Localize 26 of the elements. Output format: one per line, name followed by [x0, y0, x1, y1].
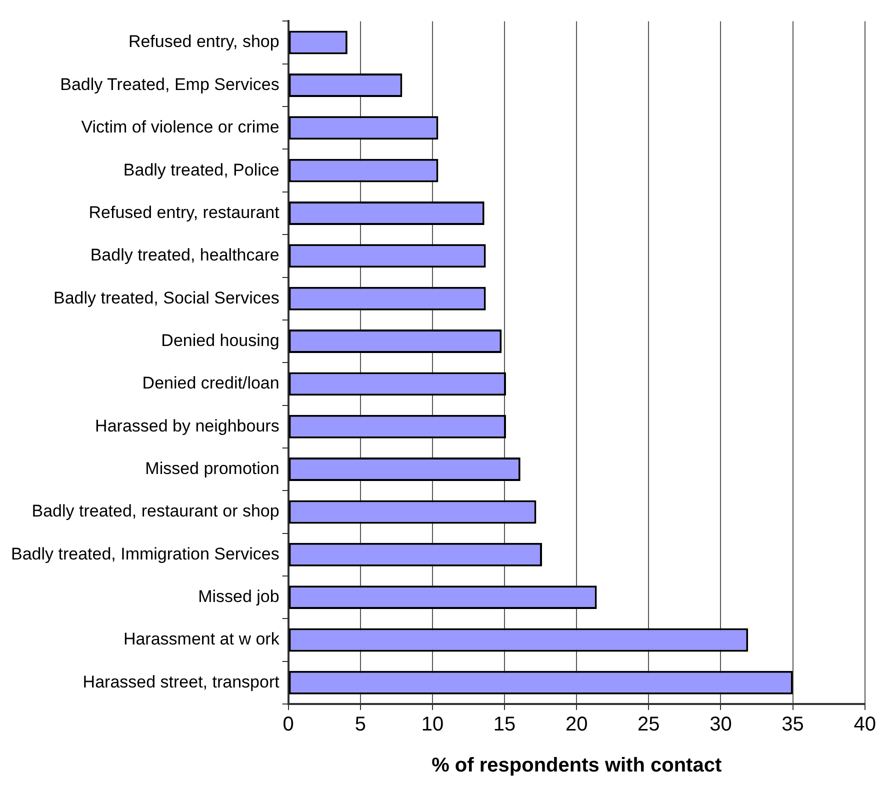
- y-tick-label: Denied credit/loan: [142, 374, 280, 393]
- y-tick-label: Missed job: [198, 587, 280, 606]
- y-tick-label: Refused entry, restaurant: [88, 202, 280, 222]
- y-tick-label: Badly Treated, Emp Services: [60, 74, 280, 94]
- x-tick-label: 0: [282, 714, 294, 736]
- x-tick-label: 25: [638, 714, 660, 736]
- y-tick-label: Victim of violence or crime: [81, 118, 280, 137]
- y-tick-label: Harassment at w ork: [123, 630, 280, 649]
- y-tick-label: Badly treated, Immigration Services: [10, 544, 280, 564]
- y-tick-label: Badly treated, Police: [123, 160, 280, 180]
- y-tick-label: Harassed street, transport: [82, 672, 280, 692]
- y-tick-label: Denied housing: [161, 330, 280, 350]
- x-tick-label: 35: [782, 714, 804, 736]
- x-tick-label: 5: [354, 714, 366, 736]
- x-tick-label: 20: [565, 714, 588, 736]
- y-tick-label: Badly treated, restaurant or shop: [32, 502, 280, 521]
- x-tick-label: 30: [710, 714, 732, 736]
- y-tick-label: Refused entry, shop: [128, 32, 280, 52]
- y-tick-label: Badly treated, Social Services: [53, 288, 280, 308]
- x-tick-label: 40: [854, 714, 876, 736]
- y-tick-label: Badly treated, healthcare: [90, 246, 280, 265]
- x-tick-label: 10: [421, 714, 444, 736]
- x-tick-label: 15: [493, 714, 516, 736]
- x-axis-title: % of respondents with contact: [432, 754, 722, 777]
- y-tick-label: Missed promotion: [145, 458, 280, 478]
- y-tick-label: Harassed by neighbours: [95, 416, 280, 436]
